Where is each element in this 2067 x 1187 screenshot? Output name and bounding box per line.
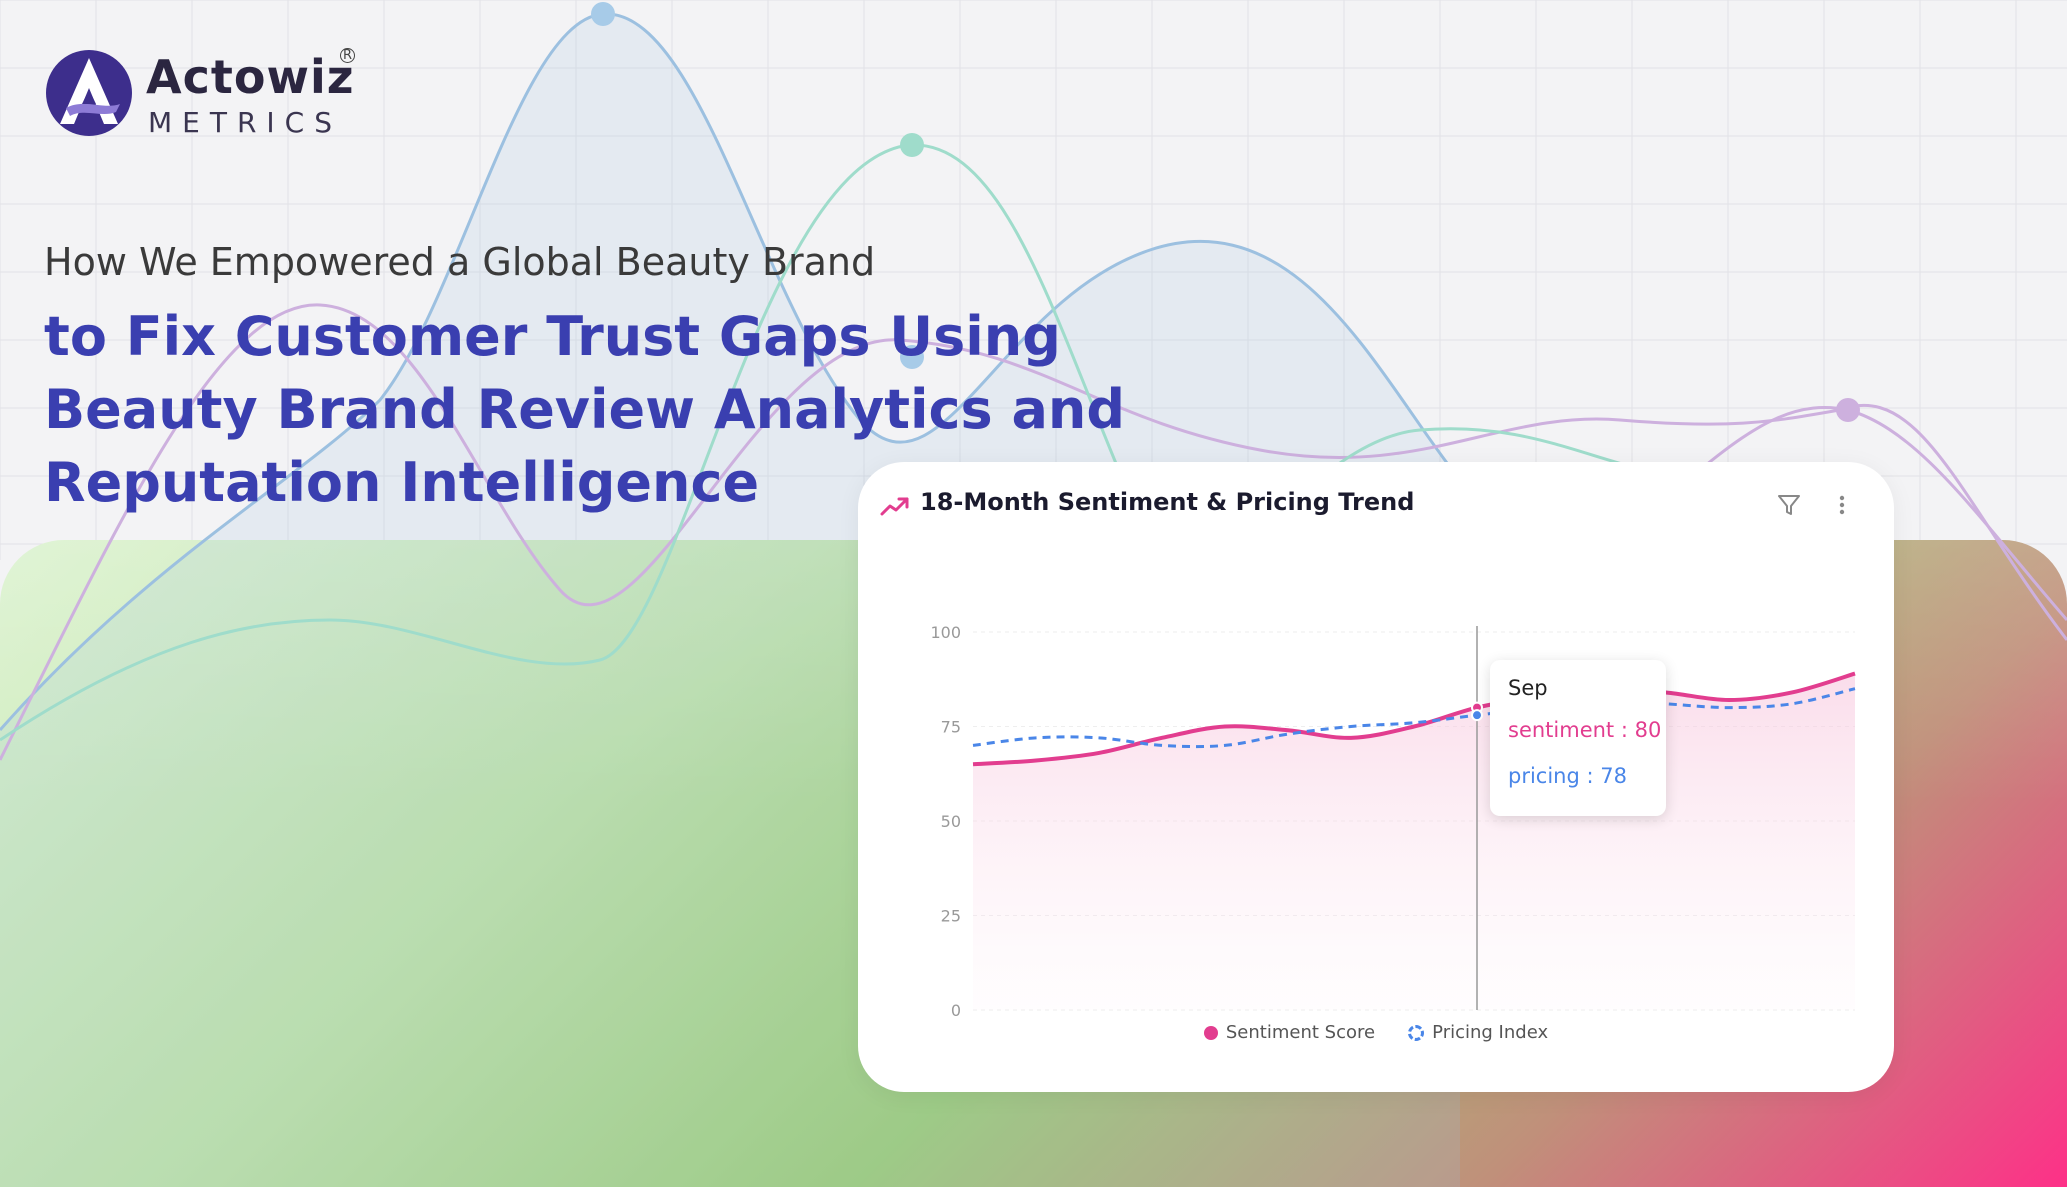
y-tick-label: 75 — [941, 718, 961, 737]
chart-card: 18-Month Sentiment & Pricing Trend 0 25 50… — [858, 462, 1894, 1092]
legend-label: Sentiment Score — [1225, 1022, 1376, 1043]
wave-marker-purple — [1836, 398, 1860, 422]
headline-line: to Fix Customer Trust Gaps Using — [44, 305, 1061, 368]
x-tick-label: Jan — [1716, 1019, 1742, 1022]
wave-marker-blue-top — [591, 2, 615, 26]
chart-tooltip: Sep sentiment : 80 pricing : 78 — [1490, 660, 1666, 816]
wave-purple-right — [1699, 406, 2067, 621]
registered-mark: R — [340, 48, 355, 63]
headline-intro: How We Empowered a Global Beauty Brand — [44, 240, 876, 284]
line-chart[interactable]: 0 25 50 75 100 Jan Mar May Jul Sep Nov Jan Mar — [858, 532, 1894, 1022]
y-tick-label: 100 — [930, 623, 961, 642]
wave-marker-blue-mid — [900, 345, 924, 369]
sentiment-area — [973, 673, 1855, 1010]
brand-logo[interactable]: Actowiz R METRICS — [44, 48, 464, 148]
tooltip-month: Sep — [1508, 676, 1548, 700]
y-tick-label: 0 — [951, 1001, 961, 1020]
legend-pricing[interactable]: Pricing Index — [1408, 1022, 1548, 1043]
x-tick-label: Jan — [960, 1019, 986, 1022]
filter-icon[interactable] — [1776, 492, 1802, 518]
x-tick-label: Nov — [1587, 1019, 1618, 1022]
sentiment-line[interactable] — [972, 671, 1856, 767]
chart-card-header: 18-Month Sentiment & Pricing Trend — [880, 482, 1864, 532]
legend-label: Pricing Index — [1432, 1022, 1549, 1043]
wave-blue-line — [0, 12, 1462, 731]
pricing-line[interactable] — [972, 687, 1856, 749]
x-tick-label: Mar — [1084, 1019, 1115, 1022]
headline-line: Reputation Intelligence — [44, 451, 760, 514]
brand-subtitle: METRICS — [148, 106, 342, 139]
more-vertical-icon[interactable] — [1832, 490, 1852, 520]
dashed-ring-icon — [1408, 1025, 1425, 1041]
y-tick-label: 25 — [941, 907, 961, 926]
x-tick-label: May — [1208, 1019, 1241, 1022]
x-tick-label: Sep — [1462, 1019, 1492, 1022]
x-tick-label: Jul — [1340, 1019, 1360, 1022]
pricing-point[interactable] — [1471, 709, 1483, 722]
x-tick-label: Mar — [1840, 1019, 1871, 1022]
legend-sentiment[interactable]: Sentiment Score — [1203, 1022, 1376, 1043]
brand-name: Actowiz — [146, 50, 355, 104]
actowiz-logo-icon — [46, 50, 132, 136]
filled-dot-icon — [1203, 1026, 1218, 1040]
y-tick-label: 50 — [941, 812, 961, 831]
wave-marker-teal — [900, 133, 924, 157]
chart-legend: Sentiment Score Pricing Index — [858, 1022, 1894, 1062]
trend-icon — [880, 497, 909, 516]
chart-title: 18-Month Sentiment & Pricing Trend — [920, 488, 1415, 516]
wave-purple-line — [0, 303, 2067, 761]
headline-line: Beauty Brand Review Analytics and — [44, 378, 1126, 441]
headline-main: to Fix Customer Trust Gaps Using Beauty … — [44, 300, 1126, 519]
tooltip-sentiment: sentiment : 80 — [1508, 718, 1662, 742]
tooltip-pricing: pricing : 78 — [1508, 764, 1627, 788]
